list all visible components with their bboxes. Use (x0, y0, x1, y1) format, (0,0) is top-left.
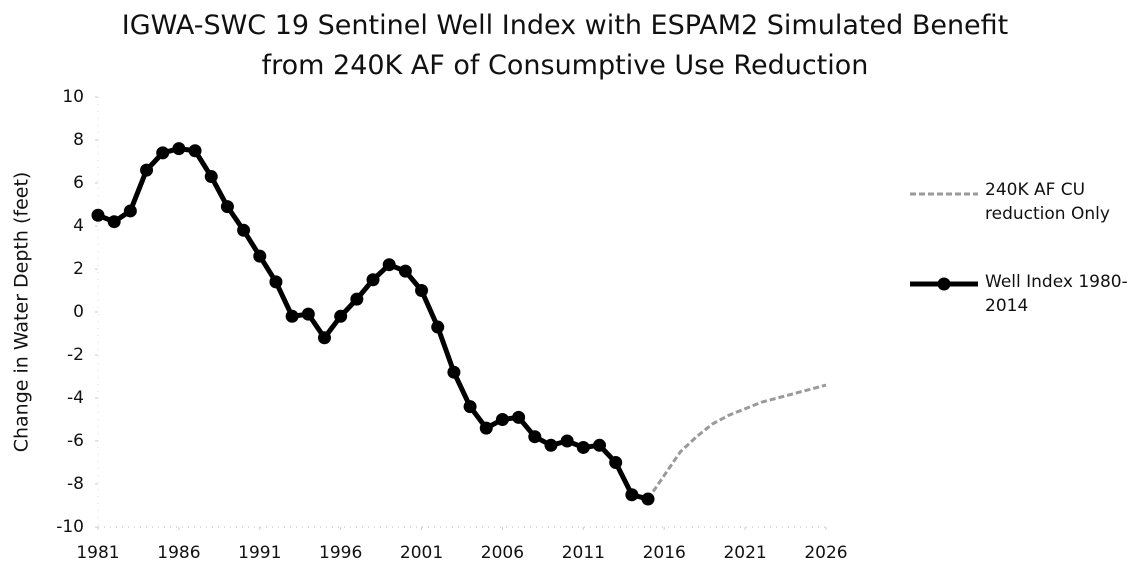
y-tick-label: 4 (73, 216, 84, 236)
y-tick-label: -2 (67, 345, 84, 365)
y-tick-label: -4 (67, 388, 84, 408)
x-tick-label: 1981 (76, 543, 119, 563)
series-marker (107, 215, 121, 229)
series-marker (220, 200, 234, 214)
series-marker (188, 144, 202, 158)
series-marker (415, 284, 429, 297)
series-marker (512, 410, 526, 424)
legend-label: 240K AF CU reduction Only (985, 180, 1110, 224)
series-marker (560, 434, 574, 448)
y-tick-label: 8 (73, 130, 84, 150)
series-marker (544, 438, 558, 452)
series-marker (350, 292, 364, 306)
series-marker (398, 264, 412, 278)
y-tick-label: -10 (56, 517, 84, 537)
y-tick-label: -6 (67, 431, 84, 451)
y-tick-label: 10 (62, 87, 84, 107)
y-axis-label: Change in Water Depth (feet) (11, 172, 33, 453)
series-marker (140, 163, 154, 177)
x-tick-label: 2001 (400, 543, 443, 563)
chart-title: IGWA-SWC 19 Sentinel Well Index with ESP… (121, 10, 1009, 81)
series-marker (237, 223, 251, 237)
x-tick-label: 2026 (804, 543, 847, 563)
x-tick-label: 1996 (319, 543, 362, 563)
y-tick-label: 6 (73, 173, 84, 193)
series-marker (479, 421, 493, 435)
series-marker (301, 307, 315, 321)
series-marker (447, 365, 461, 379)
x-tick-label: 1986 (157, 543, 200, 563)
series-marker (366, 273, 380, 287)
x-tick-label: 2011 (562, 543, 605, 563)
y-tick-label: -8 (67, 474, 84, 494)
x-tick-label: 2006 (481, 543, 524, 563)
series-marker (641, 492, 655, 506)
series-marker (495, 413, 509, 426)
series-marker (317, 331, 331, 345)
series-marker (463, 400, 477, 414)
series-marker (91, 208, 105, 222)
series-marker (285, 309, 299, 323)
series-marker (609, 456, 623, 469)
series-marker (593, 438, 607, 452)
x-tick-label: 2016 (643, 543, 686, 563)
series-marker (625, 488, 639, 502)
series-marker (576, 440, 590, 454)
series-marker (431, 320, 445, 334)
series-marker (204, 170, 218, 184)
series-line (646, 383, 827, 500)
y-tick-label: 2 (73, 259, 84, 279)
series-marker (156, 146, 170, 160)
x-tick-label: 2021 (723, 543, 766, 563)
series-marker (382, 258, 396, 272)
series-marker (334, 309, 348, 323)
series-marker (253, 249, 267, 263)
x-tick-label: 1991 (238, 543, 281, 563)
legend-label: Well Index 1980-2014 (985, 272, 1128, 316)
series-marker (123, 204, 137, 218)
legend-marker (937, 277, 951, 291)
series-marker (528, 430, 542, 444)
series-marker (172, 142, 186, 156)
y-tick-label: 0 (73, 302, 84, 322)
series-marker (269, 275, 283, 289)
